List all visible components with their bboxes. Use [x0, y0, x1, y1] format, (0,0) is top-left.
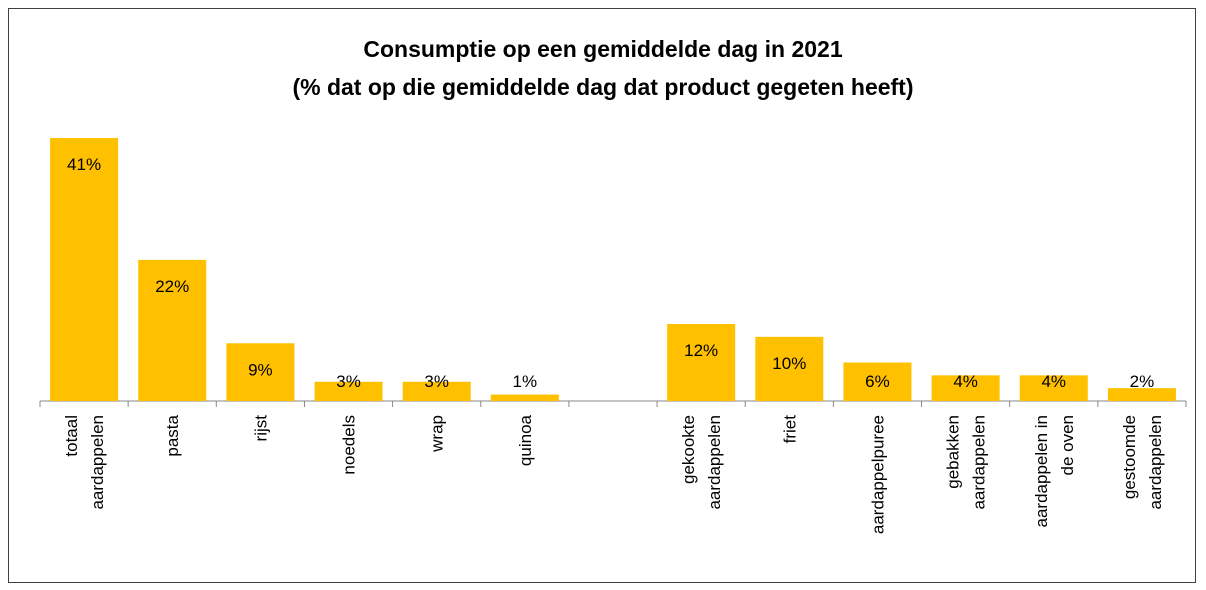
bar [50, 138, 119, 401]
bar [402, 381, 471, 401]
chart-title-line-1: Consumptie op een gemiddelde dag in 2021 [363, 36, 843, 62]
chart-title: Consumptie op een gemiddelde dag in 2021… [0, 30, 1206, 106]
category-label: aardappelen [705, 415, 724, 510]
bar [1107, 388, 1176, 401]
category-label: noedels [340, 415, 359, 475]
category-label: gestoomde [1120, 415, 1139, 499]
bar [314, 381, 383, 401]
data-label: 4% [953, 372, 978, 391]
category-label: aardappelen [970, 415, 989, 510]
data-label: 12% [684, 341, 718, 360]
bar [667, 324, 736, 401]
category-label: friet [780, 415, 799, 444]
category-label: gebakken [944, 415, 963, 489]
data-label: 9% [248, 360, 273, 379]
category-label: totaal [62, 415, 81, 457]
data-label: 2% [1130, 372, 1155, 391]
bar [226, 343, 295, 401]
category-label: rijst [251, 415, 270, 442]
data-label: 22% [155, 277, 189, 296]
category-label: aardappelen [88, 415, 107, 510]
bar [931, 375, 1000, 401]
category-label: aardappelen [1146, 415, 1165, 510]
category-label: aardappelpuree [868, 415, 887, 534]
data-label: 4% [1041, 372, 1066, 391]
category-label: quinoa [516, 414, 535, 466]
bar [843, 362, 912, 401]
category-label: de oven [1058, 415, 1077, 476]
data-label: 3% [336, 372, 361, 391]
category-label: wrap [428, 415, 447, 453]
bar [1019, 375, 1088, 401]
data-label: 3% [424, 372, 449, 391]
category-label: aardappelen in [1032, 415, 1051, 527]
bar [490, 394, 559, 401]
data-label: 1% [513, 372, 538, 391]
data-label: 41% [67, 155, 101, 174]
category-label: gekookte [679, 415, 698, 484]
category-label: pasta [163, 414, 182, 456]
data-label: 10% [772, 354, 806, 373]
data-label: 6% [865, 372, 890, 391]
bar [755, 336, 824, 401]
chart-title-line-2: (% dat op die gemiddelde dag dat product… [292, 74, 914, 100]
bar [138, 259, 207, 401]
